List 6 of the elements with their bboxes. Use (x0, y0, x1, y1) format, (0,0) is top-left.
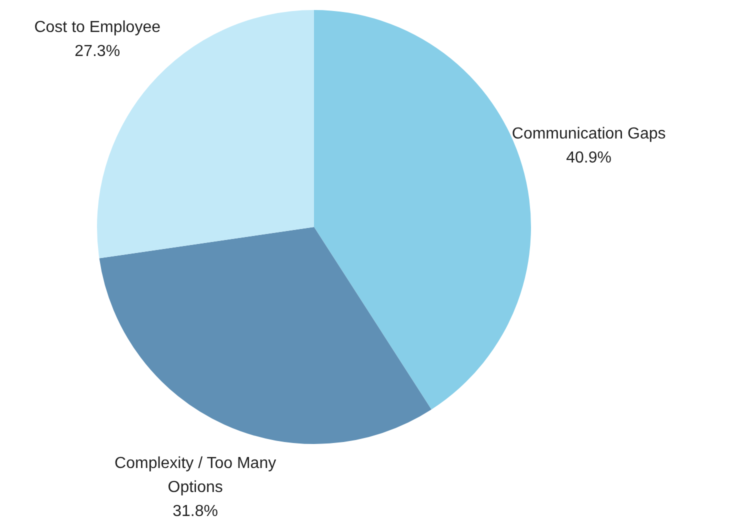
data-label: 40.9% (566, 150, 612, 167)
slice-label: Communication Gaps (512, 126, 666, 143)
slice-label: Complexity / Too Many Options (114, 455, 276, 496)
data-label: 31.8% (172, 503, 218, 520)
slice-label: Cost to Employee (34, 19, 161, 36)
data-label: 27.3% (74, 43, 120, 60)
